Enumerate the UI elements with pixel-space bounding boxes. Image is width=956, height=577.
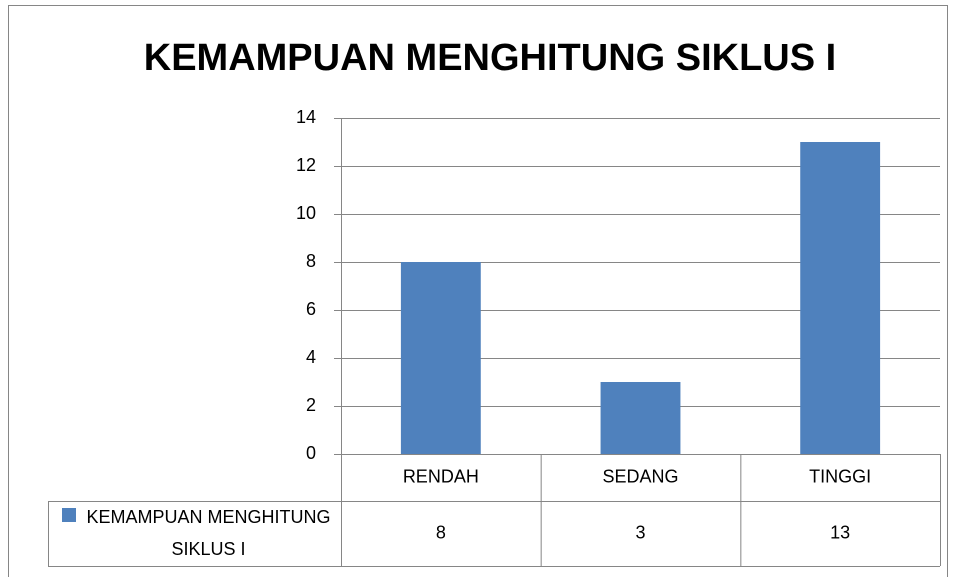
table-value: 8 xyxy=(436,522,446,542)
x-tick-label: TINGGI xyxy=(809,466,871,486)
bar xyxy=(600,382,681,454)
bar xyxy=(800,142,881,454)
table-value: 3 xyxy=(635,522,645,542)
chart-title: KEMAMPUAN MENGHITUNG SIKLUS I xyxy=(144,37,836,79)
y-tick-label: 4 xyxy=(306,347,316,367)
y-tick-label: 14 xyxy=(296,107,316,127)
y-tick-label: 12 xyxy=(296,155,316,175)
x-tick-label: SEDANG xyxy=(602,466,678,486)
y-tick-label: 8 xyxy=(306,251,316,271)
y-tick-label: 2 xyxy=(306,395,316,415)
bar xyxy=(400,262,481,454)
y-tick-label: 0 xyxy=(306,443,316,463)
y-tick-label: 10 xyxy=(296,203,316,223)
x-tick-label: RENDAH xyxy=(403,466,479,486)
y-tick-label: 6 xyxy=(306,299,316,319)
chart-border xyxy=(8,5,948,577)
legend-label: KEMAMPUAN MENGHITUNG SIKLUS I xyxy=(86,507,331,559)
legend-swatch xyxy=(62,508,76,522)
table-value: 13 xyxy=(830,522,850,542)
